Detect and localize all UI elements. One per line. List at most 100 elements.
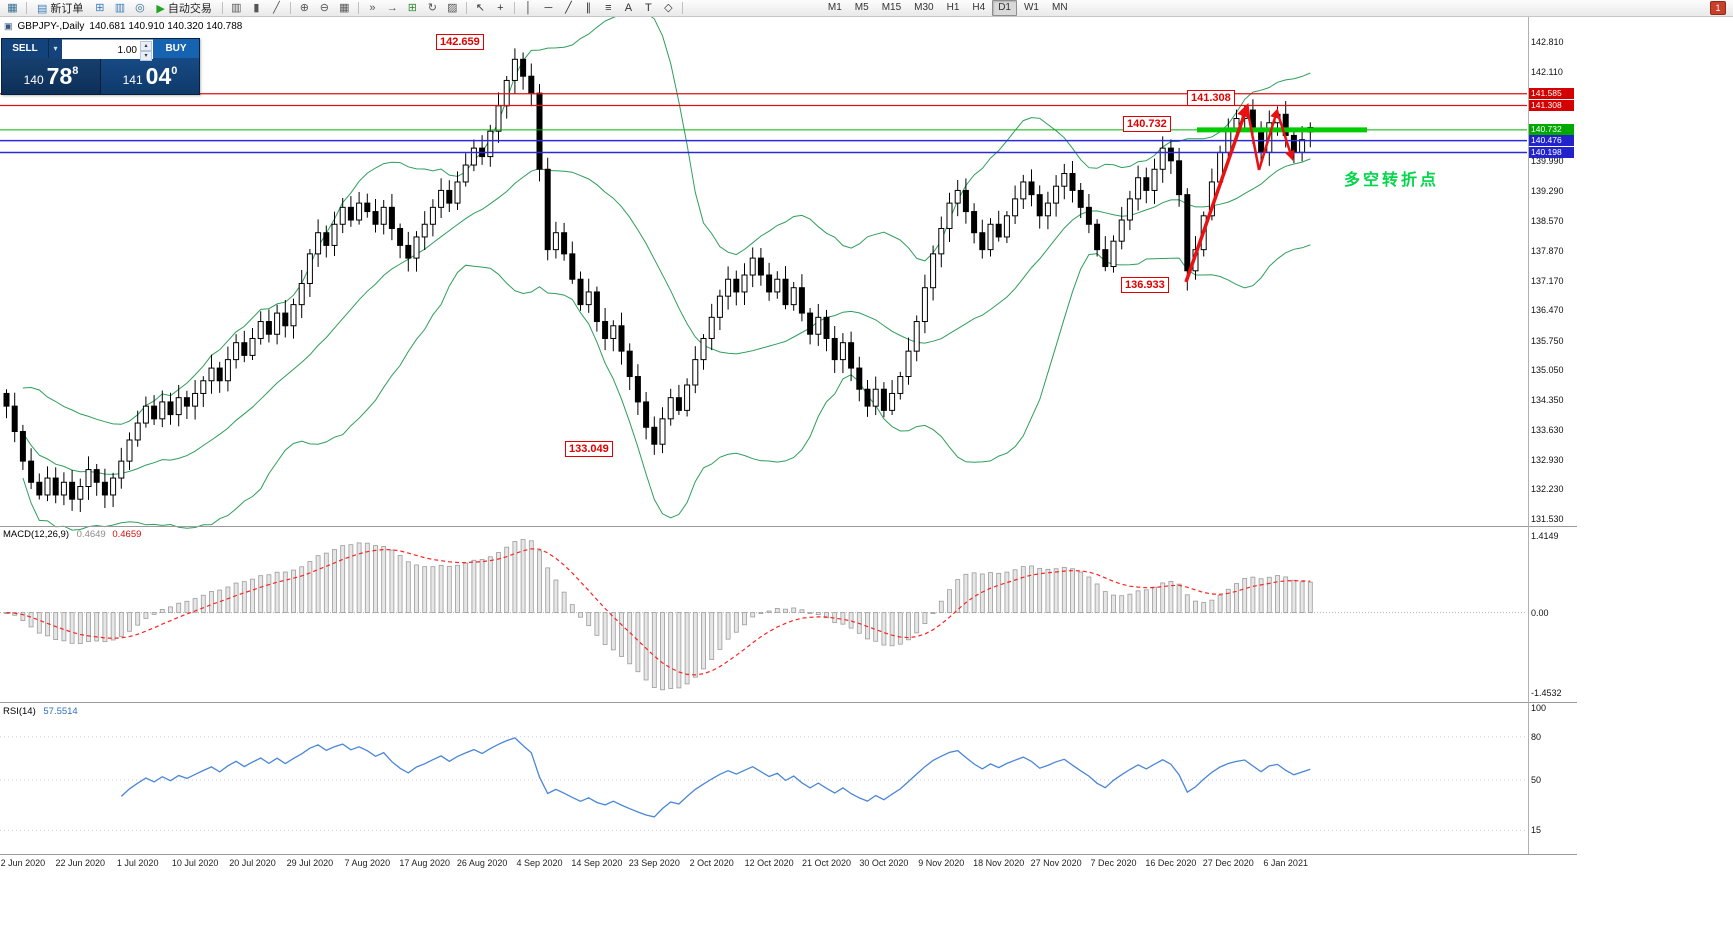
buy-button[interactable]: BUY [153,39,199,58]
price-annotation: 142.659 [436,34,484,50]
volume-down-icon[interactable]: ▾ [140,51,152,61]
rsi-name: RSI(14) [3,706,36,717]
shapes-icon-glyph-icon: ◇ [664,1,673,14]
autotrading-glyph-icon: ▶ [156,2,165,15]
auto-scroll-icon[interactable]: » [363,0,382,17]
channel-icon[interactable]: ∥ [579,0,598,17]
rsi-scale-label: 100 [1531,703,1547,713]
one-click-trading-panel[interactable]: SELL ▾ ▴ ▾ BUY 140 78 8 141 04 0 [1,38,200,95]
rsi-value: 57.5514 [43,706,78,717]
date-axis-label: 27 Nov 2020 [1030,858,1082,868]
timeframe-w1[interactable]: W1 [1023,2,1039,13]
alerts-icon-glyph-icon: ◎ [135,1,145,14]
trendline-icon-glyph-icon: ╱ [565,1,572,14]
autotrading-button[interactable]: ▶ 自动交易 [150,0,217,17]
bar-chart-icon-glyph-icon: ▥ [231,1,242,14]
zoom-out-icon-glyph-icon: ⊖ [319,1,329,14]
templates-icon-glyph-icon: ▨ [447,1,458,14]
price-axis-label: 136.470 [1531,305,1564,316]
price-axis-label: 139.290 [1531,185,1564,196]
alerts-icon[interactable]: ◎ [130,0,149,17]
macd-label: MACD(12,26,9) 0.4649 0.4659 [3,529,141,540]
timeframe-m30[interactable]: M30 [914,2,934,13]
date-axis-label: 21 Oct 2020 [801,858,852,868]
chart-title: ▣ GBPJPY-,Daily 140.681 140.910 140.320 … [4,21,242,32]
timeframe-h4[interactable]: H4 [972,2,986,13]
rsi-scale-label: 15 [1531,825,1542,836]
price-axis-label: 137.870 [1531,245,1564,256]
date-axis-label: 1 Jul 2020 [116,858,159,868]
timeframe-m5[interactable]: M5 [854,2,869,13]
rsi-label: RSI(14) 57.5514 [3,706,78,717]
templates-icon[interactable]: ▨ [443,0,462,17]
price-axis-label: 142.810 [1531,36,1564,47]
macd-scale-label: 1.4149 [1531,531,1559,541]
rsi-line [120,737,1311,818]
zoom-out-icon[interactable]: ⊖ [315,0,334,17]
notification-badge[interactable]: 1 [1710,1,1726,15]
price-line-chip: 140.476 [1529,135,1574,147]
date-axis-label: 10 Jul 2020 [171,858,219,868]
volume-input[interactable] [62,42,153,59]
zigzag-segment [1245,106,1261,171]
date-axis-label: 12 Oct 2020 [744,858,794,868]
price-line-chip: 140.198 [1529,146,1574,158]
date-axis-label: 17 Aug 2020 [399,858,450,868]
bollinger-lower-band [22,244,1311,531]
sell-button[interactable]: SELL [2,39,48,58]
volume-up-icon[interactable]: ▴ [140,41,152,51]
sell-dropdown-icon[interactable]: ▾ [48,39,62,58]
crosshair-icon[interactable]: + [491,0,510,17]
trendline-icon[interactable]: ╱ [559,0,578,17]
fibonacci-icon[interactable]: ≡ [599,0,618,17]
insert-indicator-icon-glyph-icon: ⊞ [407,1,417,14]
price-axis-label: 131.530 [1531,514,1564,525]
new-order-button[interactable]: ▤ 新订单 [31,0,89,17]
text-icon-glyph-icon: A [624,1,633,14]
chart-shift-icon[interactable]: → [383,0,402,17]
chart-window-icon[interactable]: ▦ [3,0,22,17]
date-axis-label: 27 Dec 2020 [1202,858,1254,868]
zigzag-down-arrow [1275,110,1295,161]
price-axis-label: 137.170 [1531,275,1564,286]
timeframe-m1[interactable]: M1 [827,2,842,13]
profiles-icon[interactable]: ▥ [110,0,129,17]
ask-price[interactable]: 141 04 0 [101,58,199,94]
timeframe-h1[interactable]: H1 [946,2,960,13]
channel-icon-glyph-icon: ∥ [585,1,592,14]
shapes-icon[interactable]: ◇ [659,0,678,17]
bid-big-digits: 78 [46,62,73,89]
price-axis-label: 142.110 [1531,66,1563,77]
bar-chart-icon[interactable]: ▥ [227,0,246,17]
date-axis-label: 6 Jan 2021 [1263,858,1308,868]
macd-signal-line [6,548,1311,676]
vertical-line-icon-glyph-icon: │ [524,1,532,14]
macd-main-value: 0.4649 [76,529,106,540]
timeframe-m15[interactable]: M15 [881,2,902,13]
ask-big-digits: 04 [145,62,172,89]
refresh-icon[interactable]: ↻ [423,0,442,17]
price-line-chip: 140.732 [1529,124,1574,136]
new-order-glyph-icon: ▤ [37,2,48,15]
zoom-in-icon[interactable]: ⊕ [295,0,314,17]
candlestick-chart-icon[interactable]: ▮ [247,0,266,17]
horizontal-line-icon-glyph-icon: ─ [544,1,553,14]
timeframe-mn[interactable]: MN [1051,2,1068,13]
new-order-button-label: 新订单 [50,3,84,15]
tile-windows-icon[interactable]: ▦ [335,0,354,17]
new-chart-icon[interactable]: ⊞ [90,0,109,17]
price-annotation: 141.308 [1187,90,1235,106]
line-chart-icon[interactable]: ╱ [267,0,286,17]
insert-indicator-icon[interactable]: ⊞ [403,0,422,17]
vertical-line-icon[interactable]: │ [519,0,538,17]
cursor-icon[interactable]: ↖ [471,0,490,17]
bid-price[interactable]: 140 78 8 [2,58,101,94]
text-icon[interactable]: A [619,0,638,17]
volume-field: ▴ ▾ [62,39,153,61]
horizontal-line-icon[interactable]: ─ [539,0,558,17]
label-icon-glyph-icon: T [645,1,652,14]
timeframe-d1[interactable]: D1 [992,0,1017,16]
date-axis-label: 23 Sep 2020 [628,858,680,868]
label-icon[interactable]: T [639,0,658,17]
